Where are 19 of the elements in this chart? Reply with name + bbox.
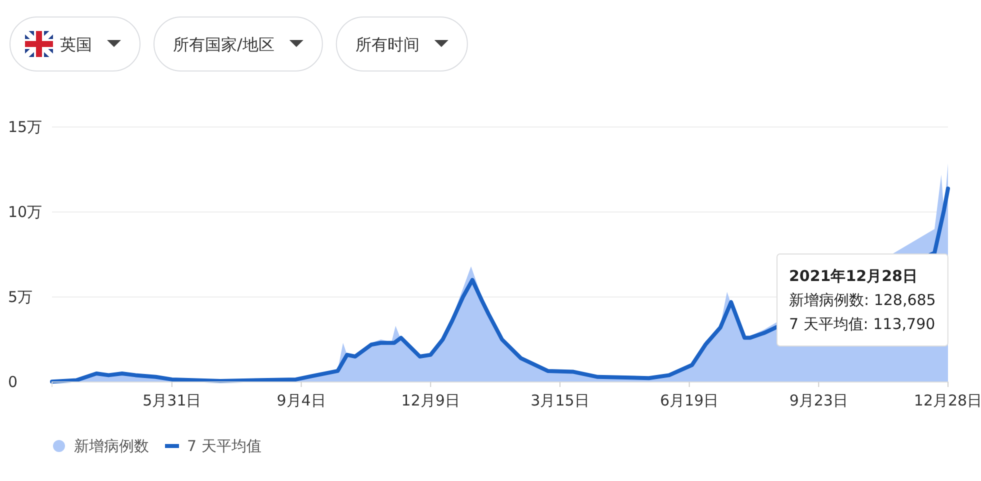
x-tick-label: 3月15日 — [530, 392, 590, 410]
text: 所有国家/地区 — [173, 35, 274, 54]
text: 所有时间 — [355, 35, 420, 54]
y-tick-label: 15万 — [8, 118, 42, 136]
x-tick-label: 12月9日 — [401, 392, 460, 410]
x-tick-label: 6月19日 — [660, 392, 719, 410]
annotation: 2021年12月28日 — [789, 267, 918, 285]
y-tick-label: 0 — [8, 372, 18, 391]
legend-label: 7 天平均值 — [187, 437, 262, 455]
x-tick-label: 12月28日 — [914, 392, 981, 410]
y-tick-label: 5万 — [8, 288, 33, 306]
x-tick-label: 5月31日 — [142, 392, 202, 410]
y-tick-label: 10万 — [8, 202, 42, 221]
annotation: 新增病例数: 128,685 — [789, 291, 936, 309]
legend-label: 新增病例数 — [74, 437, 149, 455]
x-tick-label: 9月23日 — [789, 392, 848, 410]
x-tick-label: 9月4日 — [276, 392, 326, 410]
annotation: 7 天平均值: 113,790 — [789, 315, 936, 333]
text: 英国 — [60, 35, 92, 54]
